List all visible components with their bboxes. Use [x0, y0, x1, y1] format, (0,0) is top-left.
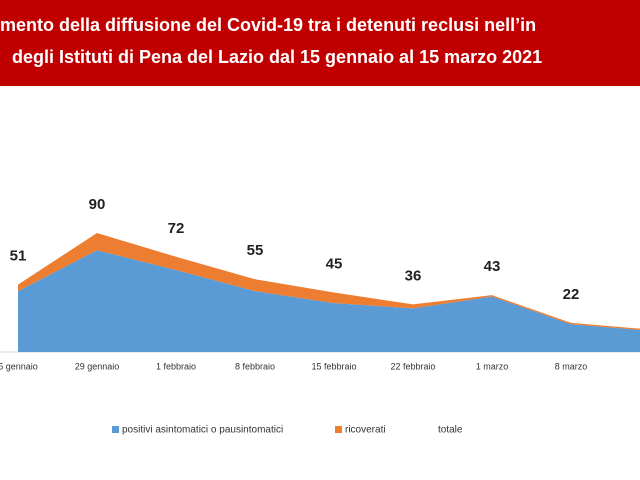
data-label: 45	[326, 255, 343, 272]
legend-label: totale	[438, 425, 463, 436]
x-tick-label: 15 febbraio	[311, 361, 356, 371]
x-tick-label: 29 gennaio	[75, 361, 120, 371]
legend-swatch	[335, 426, 342, 433]
title-banner	[0, 0, 640, 86]
area	[18, 233, 640, 331]
data-label: 22	[563, 286, 580, 303]
x-tick-label: 1 febbraio	[156, 361, 196, 371]
x-tick-label: 8 febbraio	[235, 361, 275, 371]
data-label: 51	[10, 248, 27, 265]
x-tick-label: 22 febbraio	[390, 361, 435, 371]
data-label: 43	[484, 258, 501, 275]
data-label: 55	[247, 242, 264, 259]
chart-title: degli Istituti di Pena del Lazio dal 15 …	[12, 47, 542, 67]
data-label: 36	[405, 267, 422, 284]
x-tick-label: 8 marzo	[555, 361, 588, 371]
x-tick-label: 1 marzo	[476, 361, 509, 371]
x-tick-label: 5 gennaio	[0, 361, 38, 371]
chart-title: mento della diffusione del Covid-19 tra …	[0, 15, 536, 35]
area	[18, 250, 640, 352]
legend-swatch	[112, 426, 119, 433]
legend-label: ricoverati	[345, 425, 386, 436]
legend-label: positivi asintomatici o pausintomatici	[122, 425, 283, 436]
data-label: 72	[168, 220, 185, 237]
data-label: 90	[89, 196, 106, 213]
